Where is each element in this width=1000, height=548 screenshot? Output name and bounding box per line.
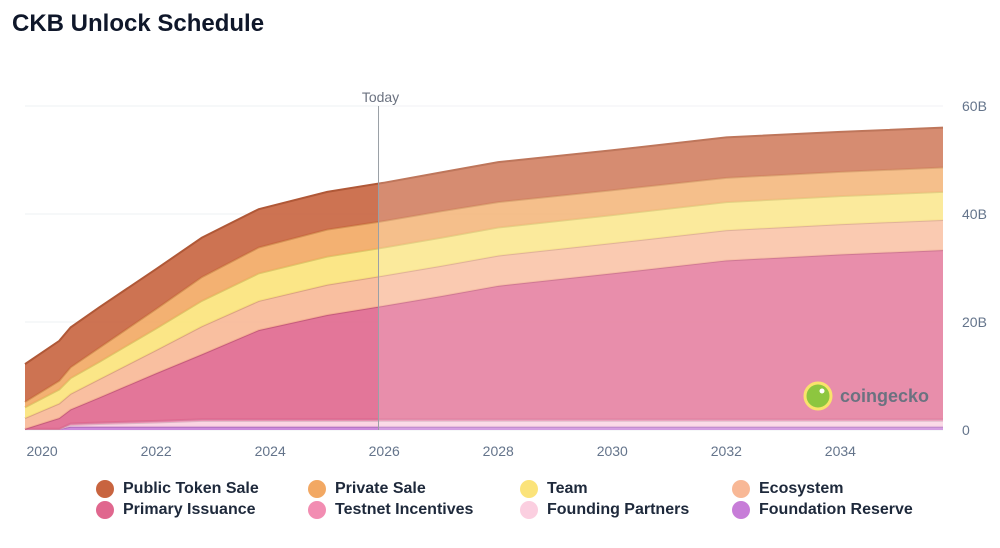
area-public-token-sale	[25, 127, 943, 402]
area-founding-partners	[25, 420, 943, 429]
legend-item-team[interactable]: Team	[520, 480, 732, 498]
area-ecosystem	[25, 219, 943, 429]
legend-swatch	[308, 501, 326, 519]
legend-item-founding-partners[interactable]: Founding Partners	[520, 501, 732, 519]
area-private-sale	[25, 167, 943, 408]
legend-swatch	[520, 480, 538, 498]
legend-item-private-sale[interactable]: Private Sale	[308, 480, 520, 498]
unlock-area-chart: Today 2020 2022 2024 2026 2028 2030 2032 2034 0 20…	[24, 89, 987, 459]
x-tick-label: 2022	[141, 443, 172, 459]
y-tick-label: 40B	[962, 206, 987, 222]
legend-item-foundation-reserve[interactable]: Foundation Reserve	[732, 501, 944, 519]
y-tick-label: 0	[962, 422, 970, 438]
watermark-text: coingecko	[840, 386, 929, 406]
chart-title: CKB Unlock Schedule	[12, 10, 265, 37]
x-tick-label: 2032	[711, 443, 742, 459]
legend-item-primary-issuance[interactable]: Primary Issuance	[96, 501, 308, 519]
legend-item-public-token-sale[interactable]: Public Token Sale	[96, 480, 308, 498]
x-tick-label: 2020	[27, 443, 58, 459]
legend-label: Founding Partners	[547, 501, 690, 518]
legend-label: Ecosystem	[759, 480, 844, 497]
coingecko-watermark: coingecko	[803, 381, 929, 411]
area-primary-issuance	[25, 250, 943, 429]
legend-swatch	[308, 480, 326, 498]
legend-label: Public Token Sale	[123, 480, 259, 497]
area-team	[25, 191, 943, 419]
legend-label: Private Sale	[335, 480, 426, 497]
chart-legend: Public Token Sale Private Sale Team Ecosyst…	[96, 480, 976, 519]
legend-swatch	[96, 501, 114, 519]
legend-swatch	[96, 480, 114, 498]
x-tick-label: 2028	[483, 443, 514, 459]
x-tick-label: 2030	[597, 443, 628, 459]
legend-item-ecosystem[interactable]: Ecosystem	[732, 480, 944, 498]
legend-label: Foundation Reserve	[759, 501, 913, 518]
x-tick-label: 2026	[369, 443, 400, 459]
legend-swatch	[732, 501, 750, 519]
legend-label: Team	[547, 480, 588, 497]
today-label: Today	[362, 89, 399, 105]
gecko-logo-ring	[803, 381, 833, 411]
y-tick-label: 60B	[962, 98, 987, 114]
y-tick-label: 20B	[962, 314, 987, 330]
legend-swatch	[732, 480, 750, 498]
x-tick-label: 2024	[255, 443, 286, 459]
legend-item-testnet-incentives[interactable]: Testnet Incentives	[308, 501, 520, 519]
x-tick-label: 2034	[825, 443, 856, 459]
gecko-logo-icon	[805, 383, 831, 409]
gecko-logo-eye	[819, 388, 825, 394]
legend-label: Primary Issuance	[123, 501, 256, 518]
line-public-token-sale	[24, 126, 944, 365]
legend-swatch	[520, 501, 538, 519]
future-overlay	[378, 96, 945, 430]
legend-label: Testnet Incentives	[335, 501, 474, 518]
